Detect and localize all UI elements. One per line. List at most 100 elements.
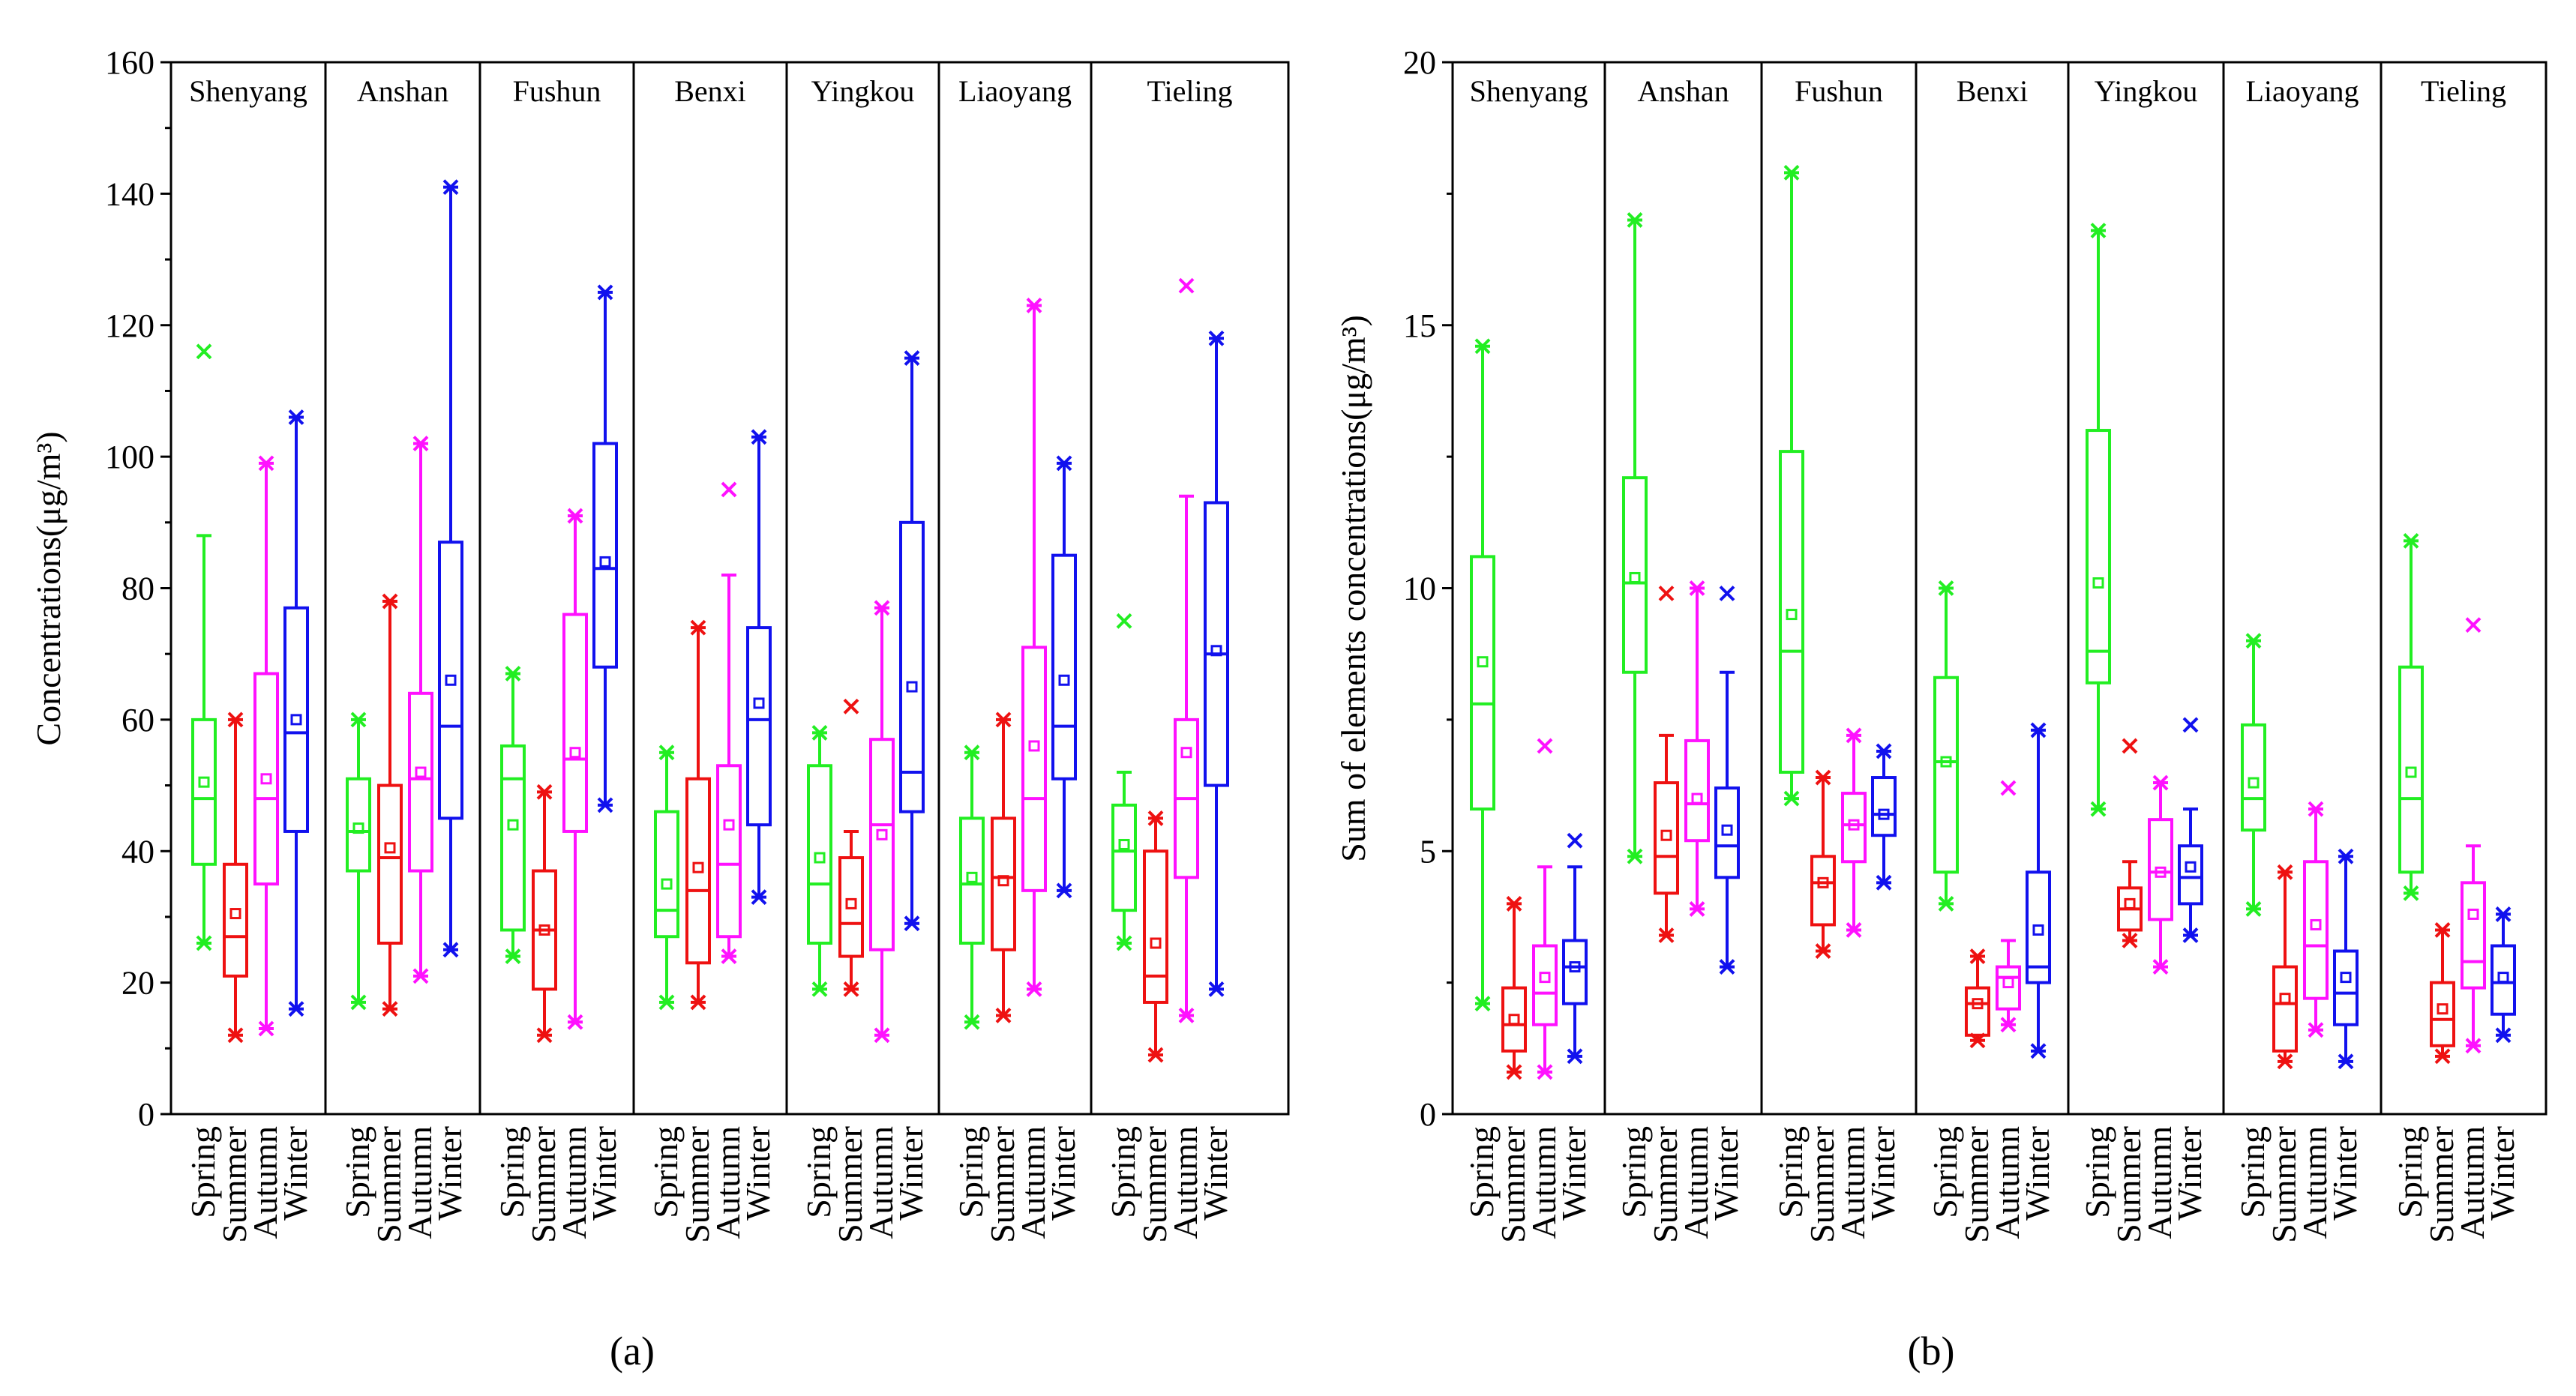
box-tieling-spring — [2398, 532, 2424, 901]
box-iqr — [2461, 881, 2486, 990]
box-iqr — [1021, 646, 1047, 892]
box-iqr — [1779, 450, 1804, 774]
y-tick-label-a: 20 — [121, 965, 154, 1002]
mean-marker — [1118, 838, 1130, 850]
max-marker — [751, 429, 767, 445]
city-label-anshan: Anshan — [357, 74, 448, 108]
season-label-autumn: Autumn — [400, 1126, 439, 1239]
panel-label-b: (b) — [1908, 1329, 1955, 1374]
box-liaoyang-autumn — [1021, 298, 1047, 997]
city-label-yingkou: Yingkou — [2095, 74, 2198, 108]
min-marker — [567, 1014, 583, 1030]
mean-marker — [1569, 961, 1581, 973]
box-iqr — [1810, 855, 1836, 927]
min-marker — [2338, 1053, 2354, 1070]
max-marker-stroke-2 — [2434, 922, 2451, 938]
min-marker-stroke-2 — [2122, 933, 2138, 948]
season-label-summer: Summer — [2110, 1126, 2148, 1243]
min-marker — [2245, 901, 2262, 917]
box-benxi-summer — [1965, 948, 1990, 1049]
season-label-winter: Winter — [2483, 1126, 2521, 1221]
city-label-liaoyang: Liaoyang — [2245, 74, 2359, 108]
box-iqr — [2026, 870, 2051, 984]
max-marker — [536, 783, 553, 800]
min-marker-stroke-2 — [1056, 882, 1072, 899]
max-marker — [1537, 738, 1553, 754]
min-marker-stroke-2 — [1783, 790, 1800, 807]
max-marker — [2182, 717, 2199, 733]
min-marker — [751, 889, 767, 906]
box-liaoyang-autumn — [2303, 801, 2329, 1038]
box-yingkou-autumn — [2148, 774, 2173, 975]
mean-marker — [1539, 972, 1551, 984]
city-label-fushun: Fushun — [513, 74, 601, 108]
max-marker — [995, 711, 1012, 728]
box-iqr — [562, 613, 588, 833]
box-yingkou-autumn — [869, 600, 895, 1044]
mean-marker — [415, 766, 427, 778]
min-marker — [964, 1014, 980, 1030]
mean-marker — [1629, 571, 1641, 583]
box-iqr — [1143, 849, 1168, 1004]
min-marker — [721, 948, 737, 964]
season-label-summer: Summer — [678, 1126, 716, 1243]
min-marker-stroke-2 — [1846, 922, 1862, 938]
max-marker — [1846, 727, 1862, 744]
box-iqr — [377, 783, 403, 945]
box-iqr — [991, 816, 1016, 951]
mean-marker — [1848, 819, 1860, 831]
max-marker-stroke-2 — [505, 666, 521, 682]
mean-marker — [845, 897, 857, 909]
max-marker — [1208, 330, 1225, 346]
max-marker — [658, 744, 675, 761]
box-iqr — [869, 738, 895, 951]
min-marker-stroke-2 — [1178, 1008, 1195, 1023]
mean-marker — [876, 828, 888, 840]
mean-marker — [723, 819, 735, 831]
min-marker-stroke-2 — [288, 1001, 304, 1017]
season-label-autumn: Autumn — [1988, 1126, 2026, 1239]
min-marker-stroke-2 — [2465, 1038, 2482, 1054]
max-marker-stroke-2 — [2090, 223, 2107, 238]
max-marker — [721, 481, 737, 498]
box-anshan-autumn — [408, 436, 433, 984]
box-iqr — [2148, 818, 2173, 921]
max-marker-stroke-2 — [1567, 832, 1583, 849]
min-marker — [1658, 927, 1675, 943]
min-marker — [1846, 922, 1862, 938]
max-marker-stroke-2 — [1815, 769, 1831, 786]
season-label-summer: Summer — [215, 1126, 253, 1243]
min-marker-stroke-2 — [2182, 927, 2199, 943]
mean-marker — [692, 861, 704, 873]
min-marker — [1969, 1032, 1986, 1049]
max-marker-stroke-2 — [1876, 743, 1892, 759]
max-marker — [2122, 738, 2138, 754]
box-shenyang-winter — [283, 409, 309, 1017]
max-marker-stroke-2 — [1208, 330, 1225, 346]
box-iqr — [654, 810, 679, 939]
box-yingkou-summer — [2117, 738, 2143, 948]
box-tieling-spring — [1111, 613, 1137, 951]
min-marker-stroke-2 — [1537, 1064, 1553, 1080]
box-benxi-autumn — [716, 481, 742, 964]
max-marker-stroke-2 — [442, 179, 459, 196]
max-marker-stroke-2 — [382, 593, 398, 610]
season-label-spring: Spring — [2391, 1126, 2429, 1218]
mean-marker — [966, 871, 978, 883]
max-marker — [412, 436, 429, 452]
max-marker — [1719, 586, 1735, 601]
y-tick-label-b: 15 — [1403, 307, 1436, 344]
max-marker — [567, 508, 583, 524]
max-marker — [597, 284, 613, 301]
max-marker-stroke-2 — [874, 600, 890, 616]
max-marker — [1026, 298, 1042, 313]
min-marker — [1537, 1064, 1553, 1080]
box-iqr — [1714, 786, 1740, 879]
mean-marker — [906, 681, 918, 693]
season-label-autumn: Autumn — [1525, 1126, 1563, 1239]
season-label-winter: Winter — [1555, 1126, 1593, 1221]
box-iqr — [346, 777, 371, 873]
mean-marker — [753, 697, 765, 709]
min-marker-stroke-2 — [382, 1001, 398, 1017]
max-marker — [1178, 277, 1195, 294]
